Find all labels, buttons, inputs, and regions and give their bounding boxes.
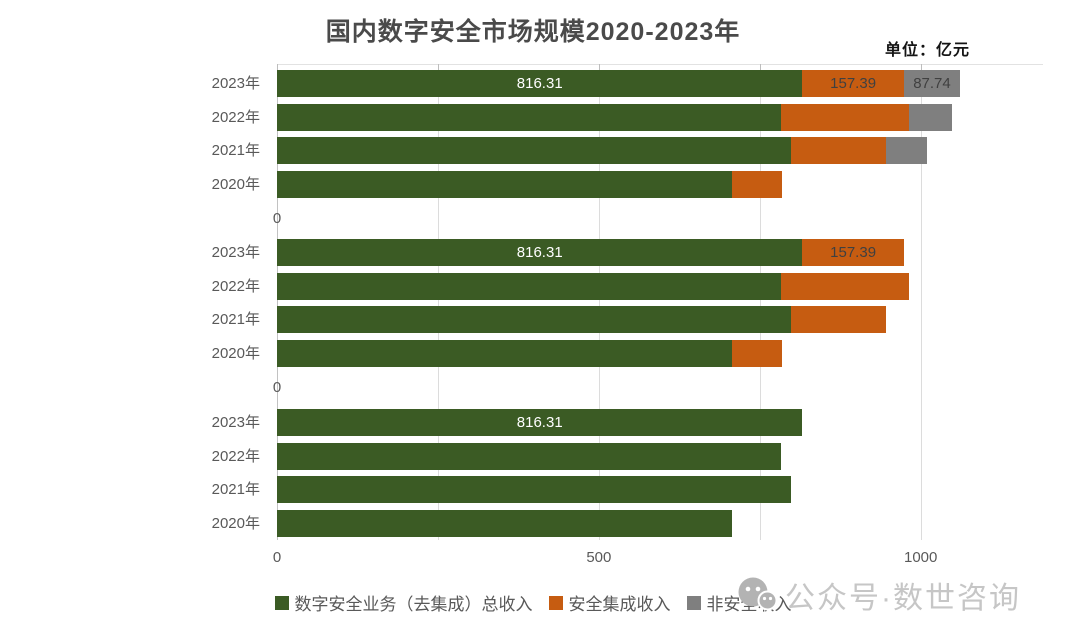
legend-label: 数字安全业务（去集成）总收入 — [294, 595, 533, 614]
top-axis-tick — [598, 64, 600, 70]
stacked-bar — [277, 509, 733, 537]
x-gridline — [437, 64, 439, 540]
bar-segment — [781, 103, 910, 131]
bar-row: 2021年 — [0, 306, 1066, 333]
legend-item: 安全集成收入 — [548, 590, 671, 615]
bar-segment: 816.31 — [277, 239, 803, 266]
category-label: 2022年 — [211, 277, 260, 295]
x-axis-label: 0 — [272, 210, 282, 227]
bar-segment: 816.31 — [277, 409, 803, 436]
top-axis-tick — [759, 64, 761, 70]
bar-data-label: 87.74 — [913, 75, 951, 92]
bar-segment — [732, 339, 783, 367]
category-label: 2020年 — [211, 514, 260, 532]
stacked-bar — [277, 137, 928, 164]
wechat-official-account-icon — [738, 577, 778, 611]
watermark-text: 公众号·数世咨询 — [785, 582, 1021, 615]
bar-row: 2023年 816.31 — [0, 409, 1066, 436]
x-axis-label: 500 — [586, 549, 612, 566]
bar-segment — [909, 103, 953, 131]
bar-row: 2022年 — [0, 272, 1066, 300]
bar-row: 2022年 — [0, 442, 1066, 470]
x-axis-label: 1000 — [904, 549, 938, 566]
stacked-bar: 816.31 — [277, 409, 803, 436]
stacked-bar — [277, 442, 782, 470]
category-label: 2022年 — [211, 447, 260, 465]
bar-segment — [277, 103, 782, 131]
stacked-bar — [277, 272, 910, 300]
bar-segment — [885, 137, 928, 164]
unit-label: 单位：亿元 — [884, 42, 970, 59]
bar-row: 2020年 — [0, 509, 1066, 537]
x-gridline — [759, 64, 761, 540]
category-label: 2020年 — [211, 175, 260, 193]
bar-row: 2022年 — [0, 103, 1066, 131]
bar-segment — [277, 137, 791, 164]
stacked-bar — [277, 103, 953, 131]
category-label: 2021年 — [211, 311, 260, 328]
category-label: 2023年 — [211, 75, 260, 92]
legend-swatch — [686, 595, 701, 610]
bar-segment: 157.39 — [802, 70, 904, 97]
legend-swatch — [274, 595, 289, 610]
stacked-bar: 816.31 157.39 87.74 — [277, 70, 961, 97]
stacked-bar — [277, 339, 783, 367]
top-axis-tick — [277, 64, 278, 70]
category-label: 2022年 — [211, 108, 260, 126]
bar-data-label: 816.31 — [516, 244, 563, 261]
bar-segment: 87.74 — [903, 70, 961, 97]
bar-segment — [277, 476, 791, 503]
plot-top-border — [277, 64, 1043, 65]
bar-segment — [277, 442, 782, 470]
bar-data-label: 157.39 — [830, 75, 877, 92]
bar-segment — [781, 272, 910, 300]
stacked-bar: 816.31 157.39 — [277, 239, 904, 266]
legend-item: 数字安全业务（去集成）总收入 — [274, 590, 533, 615]
bar-segment — [277, 272, 782, 300]
y-axis-line — [277, 64, 278, 540]
bar-row: 2020年 — [0, 170, 1066, 198]
top-axis-tick — [437, 64, 439, 70]
bar-segment — [277, 339, 733, 367]
bar-data-label: 816.31 — [516, 75, 563, 92]
chart-title: 国内数字安全市场规模2020-2023年 — [325, 18, 741, 46]
bar-row: 2020年 — [0, 339, 1066, 367]
bar-segment — [790, 306, 886, 333]
bar-row: 2021年 — [0, 476, 1066, 503]
stacked-bar — [277, 476, 791, 503]
bar-segment — [277, 170, 733, 198]
bar-segment — [732, 170, 783, 198]
bar-segment: 157.39 — [802, 239, 904, 266]
bar-segment — [790, 137, 886, 164]
legend-swatch — [548, 595, 563, 610]
x-axis-label: 0 — [272, 549, 282, 566]
x-axis-label: 0 — [272, 379, 282, 396]
category-label: 2021年 — [211, 142, 260, 159]
category-label: 2023年 — [211, 414, 260, 431]
bar-data-label: 157.39 — [830, 244, 877, 261]
top-axis-tick — [920, 64, 922, 70]
x-gridline — [598, 64, 600, 540]
bar-row: 2023年 816.31 157.39 — [0, 239, 1066, 266]
category-label: 2023年 — [211, 244, 260, 261]
category-label: 2021年 — [211, 481, 260, 498]
watermark: 公众号·数世咨询 — [735, 573, 1021, 617]
bar-segment: 816.31 — [277, 70, 803, 97]
bar-segment — [277, 306, 791, 333]
stacked-bar — [277, 306, 886, 333]
x-gridline — [920, 64, 922, 540]
bar-row: 2021年 — [0, 137, 1066, 164]
category-label: 2020年 — [211, 344, 260, 362]
bar-row: 2023年 816.31 157.39 87.74 — [0, 70, 1066, 97]
bar-data-label: 816.31 — [516, 414, 563, 431]
legend-label: 安全集成收入 — [568, 595, 671, 614]
bar-segment — [277, 509, 733, 537]
stacked-bar — [277, 170, 783, 198]
